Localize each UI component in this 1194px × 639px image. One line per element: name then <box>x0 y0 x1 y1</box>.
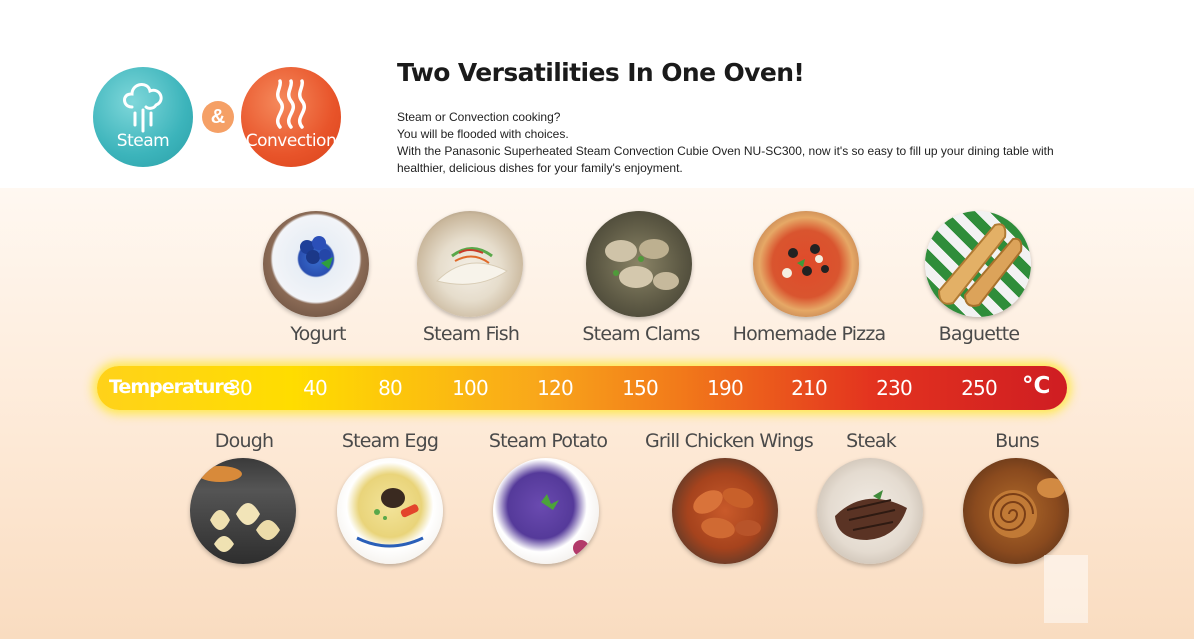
temperature-value: 230 <box>876 376 913 400</box>
temperature-value: 40 <box>303 376 328 400</box>
baguette-image <box>925 211 1031 317</box>
page-title: Two Versatilities In One Oven! <box>397 58 805 87</box>
food-label-steam-egg: Steam Egg <box>341 430 439 452</box>
pizza-image <box>753 211 859 317</box>
steam-badge: Steam <box>93 67 193 167</box>
temperature-bar <box>97 366 1067 410</box>
food-label-steam-potato: Steam Potato <box>488 430 608 452</box>
food-label-homemade-pizza: Homemade Pizza <box>732 323 887 345</box>
temperature-value: 250 <box>961 376 998 400</box>
food-label-dough: Dough <box>214 430 274 452</box>
steam-egg-image <box>337 458 443 564</box>
faded-overlay <box>1044 555 1088 623</box>
temperature-value: 30 <box>228 376 253 400</box>
temperature-unit: °C <box>1022 373 1051 399</box>
steam-label: Steam <box>116 131 170 151</box>
description-line: With the Panasonic Superheated Steam Con… <box>397 144 1054 175</box>
temperature-value: 100 <box>452 376 489 400</box>
food-label-yogurt: Yogurt <box>290 323 346 345</box>
food-label-steam-clams: Steam Clams <box>582 323 700 345</box>
food-label-baguette: Baguette <box>938 323 1020 345</box>
yogurt-image <box>263 211 369 317</box>
buns-image <box>963 458 1069 564</box>
dough-image <box>190 458 296 564</box>
temperature-value: 190 <box>707 376 744 400</box>
header-section <box>0 0 1194 188</box>
temperature-value: 120 <box>537 376 574 400</box>
convection-badge: Convection <box>241 67 341 167</box>
steam-cloud-icon <box>123 83 163 133</box>
description-line: Steam or Convection cooking? <box>397 110 561 124</box>
ampersand-badge: & <box>202 101 234 133</box>
description: Steam or Convection cooking? You will be… <box>397 109 1077 177</box>
temperature-label: Temperature <box>109 376 236 398</box>
chicken-wings-image <box>672 458 778 564</box>
food-label-steak: Steak <box>846 430 897 452</box>
temperature-value: 210 <box>791 376 828 400</box>
temperature-value: 80 <box>378 376 403 400</box>
steam-clams-image <box>586 211 692 317</box>
purple-potato-image <box>493 458 599 564</box>
heat-waves-icon <box>276 79 306 129</box>
food-label-grill-chicken-wings: Grill Chicken Wings <box>645 430 814 452</box>
food-label-steam-fish: Steam Fish <box>422 323 520 345</box>
temperature-value: 150 <box>622 376 659 400</box>
convection-label: Convection <box>245 131 337 151</box>
food-label-buns: Buns <box>995 430 1040 452</box>
steak-image <box>817 458 923 564</box>
steam-fish-image <box>417 211 523 317</box>
description-line: You will be flooded with choices. <box>397 127 569 141</box>
